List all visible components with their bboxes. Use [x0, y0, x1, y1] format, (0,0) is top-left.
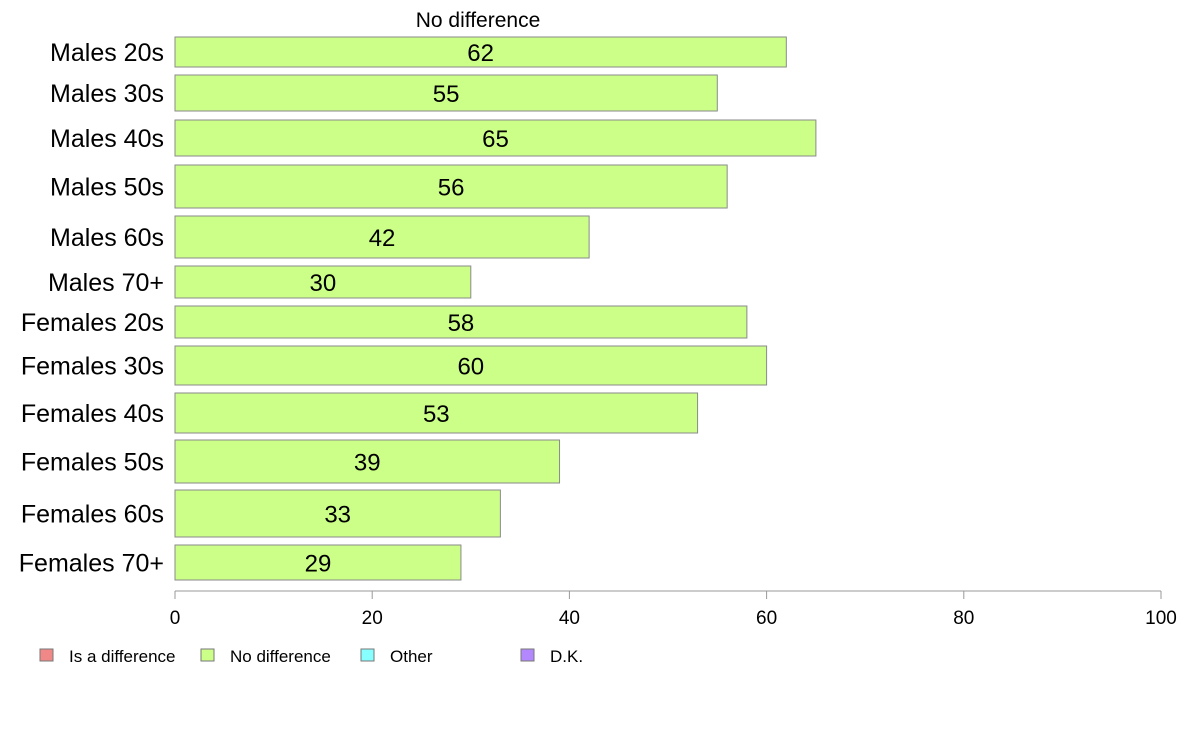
category-label: Females 40s	[21, 400, 164, 428]
bar	[174, 36, 787, 68]
bar	[174, 119, 817, 157]
bar	[174, 215, 590, 259]
x-tick-label: 80	[953, 608, 974, 629]
bar	[174, 265, 472, 299]
bar-value-label: 65	[482, 126, 509, 153]
legend-swatch	[360, 648, 375, 662]
legend-swatch	[39, 648, 54, 662]
x-tick-label: 0	[170, 608, 181, 629]
x-tick-label: 100	[1145, 608, 1177, 629]
legend-swatch	[520, 648, 535, 662]
bar-value-label: 53	[423, 401, 450, 428]
bar-value-label: 39	[354, 450, 381, 477]
category-label: Males 40s	[50, 125, 164, 153]
category-label: Females 60s	[21, 501, 164, 529]
bar-value-label: 56	[438, 175, 465, 202]
bar-value-label: 60	[457, 354, 484, 381]
category-label: Females 20s	[21, 309, 164, 337]
category-label: Males 60s	[50, 224, 164, 252]
category-label: Females 30s	[21, 353, 164, 381]
category-label: Males 50s	[50, 174, 164, 202]
bar-value-label: 33	[324, 502, 351, 529]
bar-value-label: 29	[305, 551, 332, 578]
bars-group: Males 20s 62 Males 30s 55 Males 40s 65 Males 5…	[19, 36, 817, 581]
bar	[174, 544, 462, 581]
bar-value-label: 42	[369, 225, 396, 252]
category-label: Males 30s	[50, 80, 164, 108]
bar	[174, 392, 699, 434]
category-label: Females 50s	[21, 449, 164, 477]
bar-value-label: 30	[310, 270, 337, 297]
x-tick-label: 40	[559, 608, 580, 629]
legend: Is a difference No difference Other D.K.	[39, 647, 583, 666]
legend-label: No difference	[230, 647, 331, 666]
category-label: Females 70+	[19, 550, 164, 578]
x-axis: 0 20 40 60 80 100	[170, 590, 1177, 629]
legend-swatch	[200, 648, 215, 662]
series-title: No difference	[416, 9, 541, 32]
category-label: Males 20s	[50, 39, 164, 67]
bar-value-label: 55	[433, 81, 460, 108]
x-tick-label: 60	[756, 608, 777, 629]
bar	[174, 489, 501, 538]
bar	[174, 305, 748, 339]
x-tick-label: 20	[362, 608, 383, 629]
bar-value-label: 62	[467, 40, 494, 67]
legend-label: Other	[390, 647, 433, 666]
bar	[174, 345, 768, 386]
legend-label: Is a difference	[69, 647, 175, 666]
legend-label: D.K.	[550, 647, 583, 666]
bar	[174, 74, 718, 112]
bar-value-label: 58	[448, 310, 475, 337]
bar	[174, 439, 561, 484]
category-label: Males 70+	[48, 269, 164, 297]
bar	[174, 164, 728, 209]
